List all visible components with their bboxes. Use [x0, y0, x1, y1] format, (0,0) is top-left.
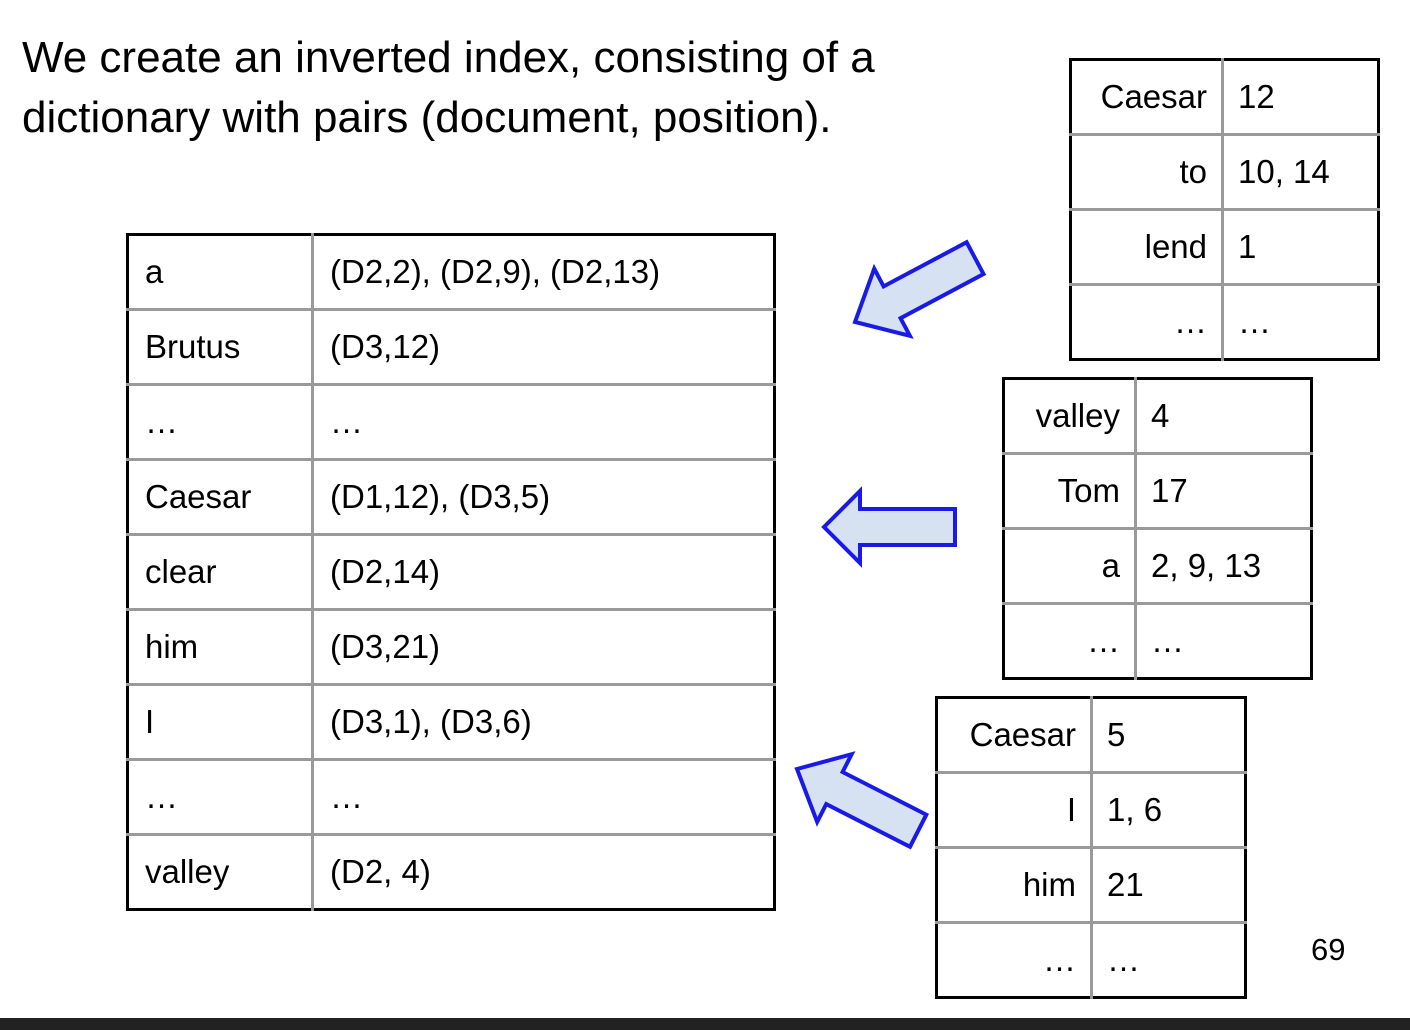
term-cell: Caesar [1100, 78, 1207, 115]
table-row: I (D3,1), (D3,6) [127, 683, 775, 760]
term-cell: I [127, 683, 313, 760]
table-row: to 10, 14 [1070, 133, 1379, 210]
postings-cell: … [311, 758, 775, 835]
term-cell: … [127, 758, 313, 835]
term-cell: Caesar [969, 716, 1076, 753]
table-row: …… [1003, 602, 1312, 679]
table-row: Caesar (D1,12), (D3,5) [127, 458, 775, 535]
bottom-bar [0, 1018, 1410, 1030]
positions-cell: 10, 14 [1221, 133, 1379, 210]
arrow-left-icon [852, 239, 987, 339]
postings-cell: (D3,1), (D3,6) [311, 683, 775, 760]
positions-cell: 4 [1134, 378, 1312, 454]
term-cell: … [1003, 602, 1136, 679]
term-cell: … [936, 921, 1092, 998]
slide-heading: We create an inverted index, consisting … [22, 33, 875, 142]
positions-cell: … [1221, 283, 1379, 360]
table-row: valley (D2, 4) [127, 833, 775, 910]
table-row: Caesar 12 [1071, 59, 1379, 135]
positions-cell: 12 [1221, 59, 1379, 135]
postings-cell: (D3,21) [311, 608, 775, 685]
term-cell: Tom [1003, 452, 1136, 529]
positions-cell: … [1134, 602, 1312, 679]
table-row: I 1, 6 [936, 771, 1246, 848]
table-row: Caesar 5 [937, 697, 1246, 773]
table-row: …… [127, 758, 775, 835]
table-row: lend 1 [1070, 208, 1379, 285]
term-cell: … [1070, 283, 1223, 360]
term-cell: lend [1070, 208, 1223, 285]
term-cell: … [127, 383, 313, 460]
term-cell: him [127, 608, 313, 685]
document-table-3: Caesar 5 I 1, 6 him 21 …… [935, 696, 1247, 999]
document-table-2: valley 4 Tom 17 a 2, 9, 13 …… [1002, 377, 1313, 680]
table-row: …… [127, 383, 775, 460]
postings-cell: (D2,14) [311, 533, 775, 610]
table-row: a 2, 9, 13 [1003, 527, 1312, 604]
arrow-left-icon [821, 486, 957, 568]
arrow-left-icon [794, 751, 930, 850]
table-row: Tom 17 [1003, 452, 1312, 529]
term-cell: a [1003, 527, 1136, 604]
table-row: him 21 [936, 846, 1246, 923]
table-row: him (D3,21) [127, 608, 775, 685]
positions-cell: 1, 6 [1090, 771, 1246, 848]
positions-cell: … [1090, 921, 1246, 998]
positions-cell: 21 [1090, 846, 1246, 923]
postings-cell: (D3,12) [311, 308, 775, 385]
document-table-1: Caesar 12 to 10, 14 lend 1 …… [1069, 58, 1380, 361]
postings-cell: (D1,12), (D3,5) [311, 458, 775, 535]
inverted-index-table: a (D2,2), (D2,9), (D2,13) Brutus (D3,12) …… [126, 233, 776, 911]
positions-cell: 2, 9, 13 [1134, 527, 1312, 604]
postings-cell: … [311, 383, 775, 460]
term-cell: I [936, 771, 1092, 848]
term-cell: clear [127, 533, 313, 610]
term-cell: a [145, 253, 164, 290]
positions-cell: 5 [1090, 697, 1246, 773]
positions-cell: 17 [1134, 452, 1312, 529]
term-cell: valley [1035, 397, 1120, 434]
postings-cell: (D2, 4) [311, 833, 775, 910]
postings-cell: (D2,2), (D2,9), (D2,13) [311, 234, 775, 310]
positions-cell: 1 [1221, 208, 1379, 285]
term-cell: valley [127, 833, 313, 910]
table-row: a (D2,2), (D2,9), (D2,13) [128, 234, 775, 310]
table-row: …… [936, 921, 1246, 998]
table-row: Brutus (D3,12) [127, 308, 775, 385]
term-cell: to [1070, 133, 1223, 210]
page-number: 69 [1311, 932, 1346, 967]
term-cell: him [936, 846, 1092, 923]
term-cell: Caesar [127, 458, 313, 535]
table-row: valley 4 [1004, 378, 1312, 454]
table-row: …… [1070, 283, 1379, 360]
table-row: clear (D2,14) [127, 533, 775, 610]
term-cell: Brutus [127, 308, 313, 385]
